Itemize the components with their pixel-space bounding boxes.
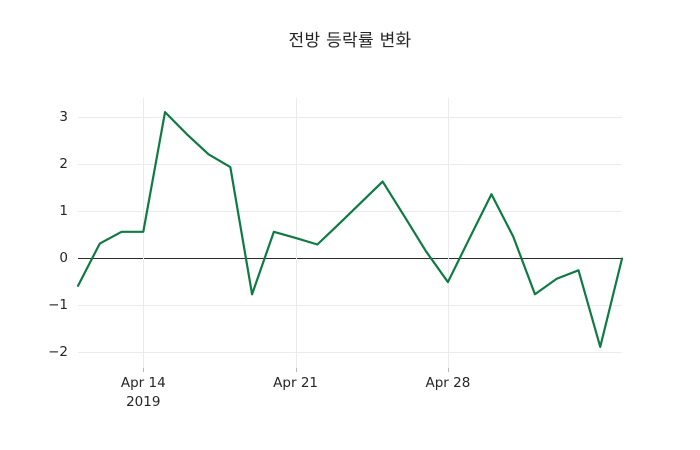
line-series-layer [76,110,624,348]
y-axis-tick-label: 1 [59,202,68,219]
y-axis-tick-label: −2 [48,343,68,360]
gridline-horizontal [78,163,622,165]
gridline-horizontal [78,304,622,306]
line-series-path [76,110,624,348]
gridline-horizontal [78,210,622,212]
gridline-vertical [447,98,449,368]
x-axis-tick-label-primary: Apr 21 [273,375,318,391]
x-axis-tick-marks [78,368,622,374]
x-axis-tick-label-primary: Apr 28 [425,375,471,391]
y-axis-tick-label: 0 [59,249,68,266]
y-axis-tick-labels: 3 2 1 0 −1 −2 [22,98,68,368]
x-axis-tick-mark [295,368,297,372]
x-axis-tick-label-year: 2019 [126,394,161,410]
y-axis-tick-label: −1 [48,296,68,313]
gridline-horizontal [78,351,622,353]
zero-axis-line [78,257,622,259]
x-axis-tick-label-primary: Apr 14 [120,375,166,391]
x-axis-tick-labels: Apr 14 2019 Apr 21 Apr 28 [78,374,622,424]
gridline-vertical [143,98,145,368]
plot-area [76,98,624,368]
chart-title: 전방 등락률 변화 [288,31,412,51]
x-axis-tick-mark [143,368,145,372]
x-axis-tick-label: Apr 21 [226,374,366,393]
gridline-horizontal [78,116,622,118]
x-axis-tick-label: Apr 14 2019 [73,374,213,412]
x-axis-tick-mark [447,368,449,372]
x-axis-tick-label: Apr 28 [378,374,518,393]
y-axis-tick-label: 2 [59,155,68,172]
y-axis-tick-label: 3 [59,108,68,125]
gridline-vertical [295,98,297,368]
